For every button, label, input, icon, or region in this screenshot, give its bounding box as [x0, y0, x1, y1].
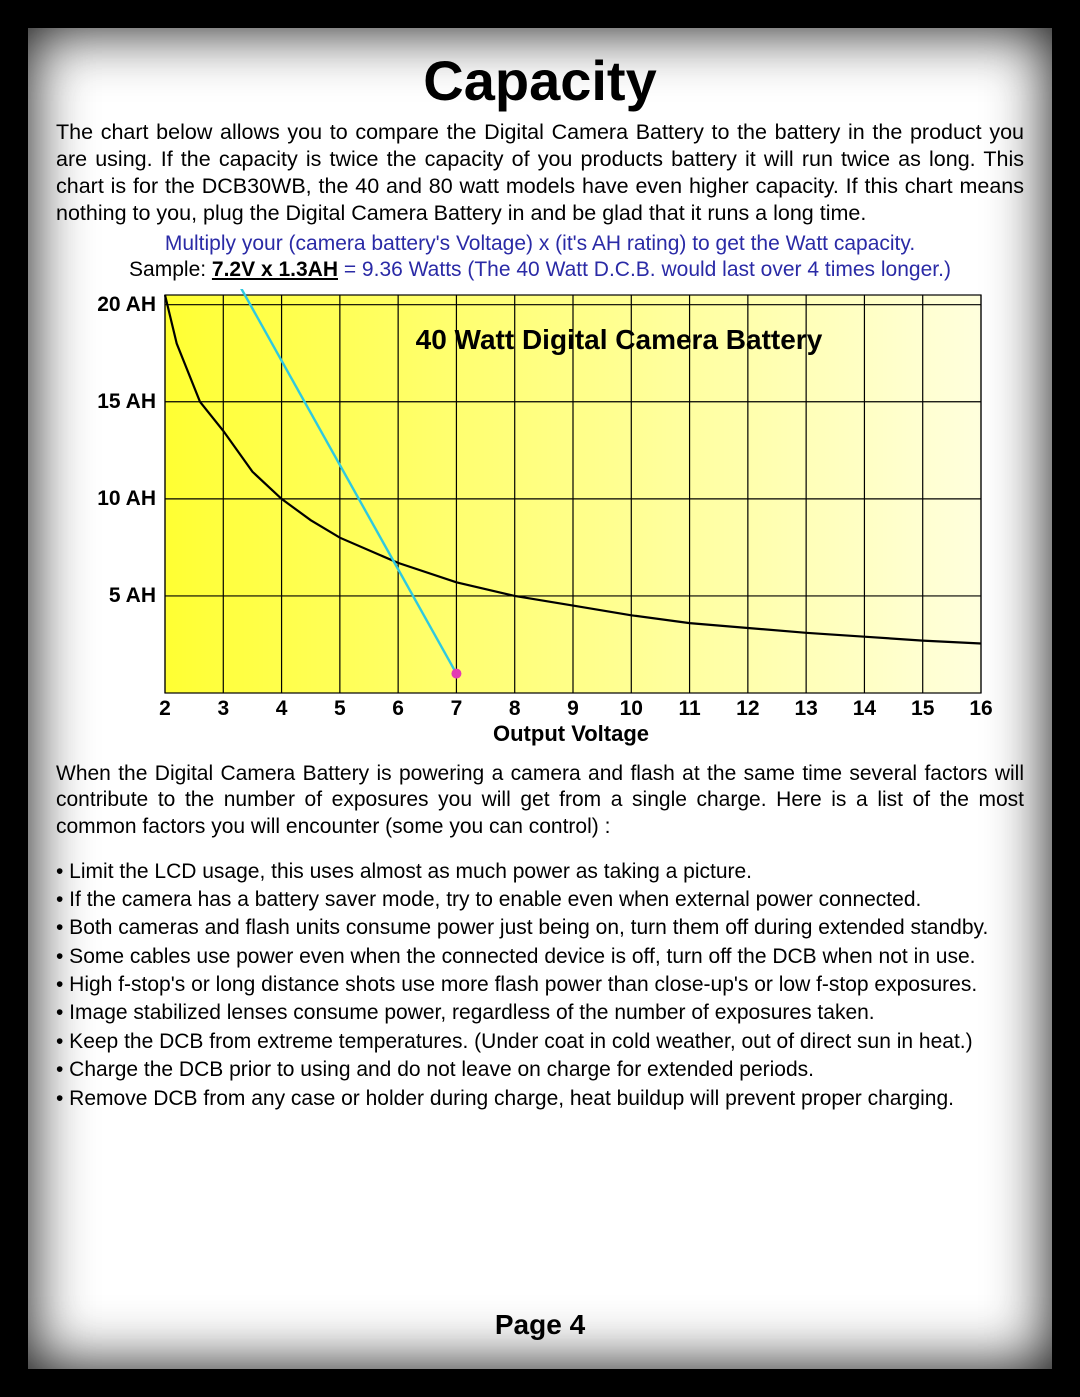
x-tick-label: 8 [509, 697, 521, 721]
formula-block: Multiply your (camera battery's Voltage)… [56, 231, 1024, 284]
x-tick-label: 4 [276, 697, 288, 721]
x-tick-label: 12 [736, 697, 759, 721]
x-tick-label: 13 [794, 697, 817, 721]
body-paragraph: When the Digital Camera Battery is power… [56, 761, 1024, 840]
x-tick-label: 14 [853, 697, 876, 721]
intro-paragraph: The chart below allows you to compare th… [56, 119, 1024, 227]
formula-line1: Multiply your (camera battery's Voltage)… [56, 231, 1024, 257]
page-frame: Capacity The chart below allows you to c… [0, 0, 1080, 1397]
bullet-item: • Image stabilized lenses consume power,… [56, 999, 1024, 1027]
formula-rest: = 9.36 Watts (The 40 Watt D.C.B. would l… [338, 258, 951, 281]
bullet-item: • Keep the DCB from extreme temperatures… [56, 1028, 1024, 1056]
y-tick-label: 15 AH [86, 390, 156, 414]
page-content: Capacity The chart below allows you to c… [28, 28, 1052, 1369]
sample-label: Sample: [129, 258, 212, 281]
page-title: Capacity [56, 48, 1024, 113]
x-tick-label: 9 [567, 697, 579, 721]
x-tick-label: 6 [392, 697, 404, 721]
x-tick-label: 2 [159, 697, 171, 721]
bullet-item: • Some cables use power even when the co… [56, 943, 1024, 971]
y-tick-label: 5 AH [86, 584, 156, 608]
bullet-item: • Charge the DCB prior to using and do n… [56, 1056, 1024, 1084]
x-tick-label: 5 [334, 697, 346, 721]
bullet-item: • High f-stop's or long distance shots u… [56, 971, 1024, 999]
bullet-item: • Remove DCB from any case or holder dur… [56, 1085, 1024, 1113]
formula-bold: 7.2V x 1.3AH [212, 258, 338, 281]
x-tick-label: 15 [911, 697, 934, 721]
x-tick-label: 16 [969, 697, 992, 721]
formula-line2: Sample: 7.2V x 1.3AH = 9.36 Watts (The 4… [56, 257, 1024, 283]
x-tick-label: 10 [620, 697, 643, 721]
x-tick-label: 7 [451, 697, 463, 721]
bullet-list: • Limit the LCD usage, this uses almost … [56, 858, 1024, 1113]
x-axis-title: Output Voltage [493, 721, 649, 747]
bullet-item: • If the camera has a battery saver mode… [56, 886, 1024, 914]
chart-inner-title: 40 Watt Digital Camera Battery [416, 324, 823, 356]
y-tick-label: 20 AH [86, 293, 156, 317]
bullet-item: • Limit the LCD usage, this uses almost … [56, 858, 1024, 886]
x-tick-label: 11 [678, 697, 700, 721]
chart-svg [80, 289, 1000, 749]
y-tick-label: 10 AH [86, 487, 156, 511]
bullet-item: • Both cameras and flash units consume p… [56, 914, 1024, 942]
capacity-chart: 5 AH 10 AH 15 AH 20 AH 2 3 4 5 6 7 8 9 10 11 12 13 14 15 1… [80, 289, 1000, 749]
page-number: Page 4 [56, 1309, 1024, 1349]
x-tick-label: 3 [217, 697, 229, 721]
